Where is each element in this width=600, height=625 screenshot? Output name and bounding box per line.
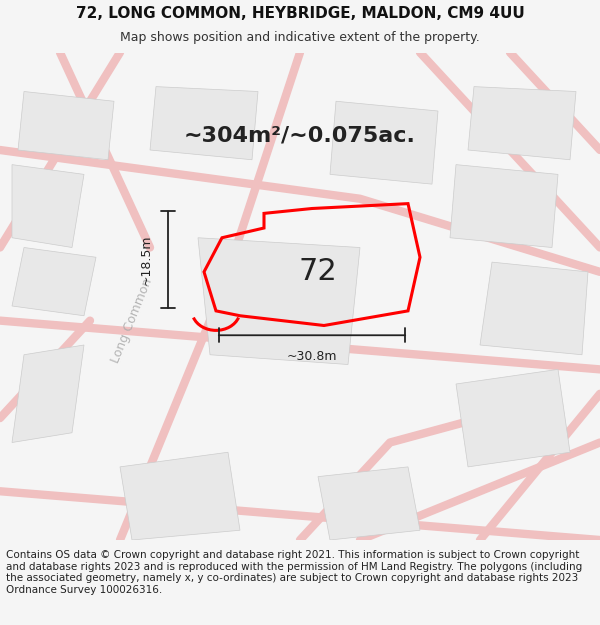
Text: Map shows position and indicative extent of the property.: Map shows position and indicative extent…: [120, 31, 480, 44]
Polygon shape: [456, 369, 570, 467]
Text: 72: 72: [299, 258, 337, 286]
Text: 72, LONG COMMON, HEYBRIDGE, MALDON, CM9 4UU: 72, LONG COMMON, HEYBRIDGE, MALDON, CM9 …: [76, 6, 524, 21]
Polygon shape: [480, 262, 588, 355]
Polygon shape: [468, 87, 576, 160]
Text: ~304m²/~0.075ac.: ~304m²/~0.075ac.: [184, 126, 416, 146]
Polygon shape: [18, 91, 114, 160]
Text: Contains OS data © Crown copyright and database right 2021. This information is : Contains OS data © Crown copyright and d…: [6, 550, 582, 595]
Text: ~18.5m: ~18.5m: [140, 234, 153, 285]
Polygon shape: [150, 87, 258, 160]
Polygon shape: [318, 467, 420, 540]
Polygon shape: [12, 248, 96, 316]
Polygon shape: [12, 164, 84, 248]
Polygon shape: [330, 101, 438, 184]
Polygon shape: [120, 452, 240, 540]
Polygon shape: [450, 164, 558, 248]
Polygon shape: [12, 345, 84, 442]
Text: Long Common: Long Common: [109, 276, 155, 365]
Polygon shape: [198, 238, 360, 364]
Text: ~30.8m: ~30.8m: [287, 350, 337, 363]
